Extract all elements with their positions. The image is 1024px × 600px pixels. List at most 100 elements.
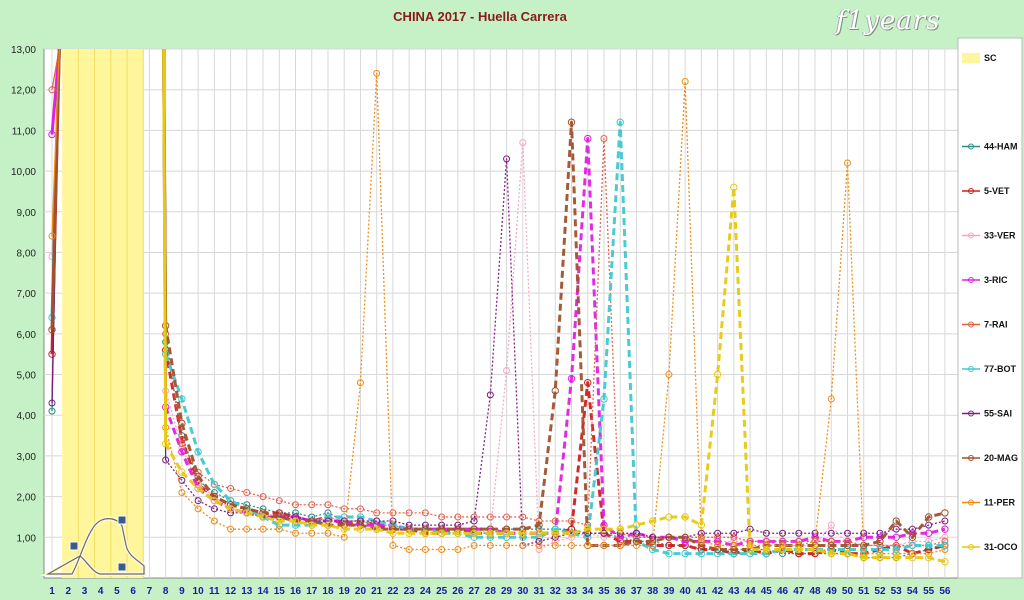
x-tick-label: 54 bbox=[907, 586, 919, 597]
series-layer bbox=[48, 48, 949, 566]
y-tick-label: 9,00 bbox=[17, 208, 37, 219]
legend-label: 5-VET bbox=[984, 186, 1010, 196]
x-tick-label: 36 bbox=[615, 586, 627, 597]
data-point bbox=[600, 395, 608, 403]
data-point bbox=[632, 521, 641, 529]
data-point bbox=[308, 501, 316, 509]
y-tick-label: 1,00 bbox=[17, 533, 37, 544]
data-point bbox=[535, 537, 543, 545]
data-point bbox=[486, 529, 495, 537]
data-point bbox=[551, 517, 559, 525]
legend-item-33-VER: 33-VER bbox=[962, 231, 1016, 241]
data-point bbox=[454, 546, 462, 554]
data-point bbox=[713, 537, 722, 546]
legend-marker bbox=[968, 277, 974, 283]
legend-item-77-BOT: 77-BOT bbox=[962, 364, 1017, 374]
data-point bbox=[567, 374, 576, 383]
x-tick-label: 24 bbox=[420, 586, 432, 597]
data-point bbox=[616, 525, 624, 533]
data-point bbox=[356, 505, 364, 513]
x-tick-label: 51 bbox=[858, 586, 870, 597]
legend-marker bbox=[968, 321, 974, 328]
x-tick-label: 13 bbox=[241, 586, 253, 597]
data-point bbox=[292, 529, 300, 537]
data-point bbox=[681, 549, 689, 558]
data-point bbox=[568, 533, 576, 541]
data-point bbox=[746, 549, 754, 558]
data-point bbox=[308, 529, 316, 537]
legend-marker bbox=[968, 499, 974, 506]
x-tick-label: 46 bbox=[777, 586, 789, 597]
data-point bbox=[779, 541, 787, 549]
x-tick-label: 4 bbox=[98, 586, 104, 597]
y-tick-label: 2,00 bbox=[17, 493, 37, 504]
x-tick-label: 44 bbox=[745, 586, 757, 597]
safety-car-band bbox=[62, 49, 144, 578]
data-point bbox=[454, 521, 462, 529]
data-point bbox=[178, 489, 186, 497]
data-point bbox=[421, 546, 429, 554]
data-point bbox=[340, 505, 348, 513]
circuit-map-icon bbox=[40, 515, 146, 576]
data-point bbox=[892, 553, 900, 562]
data-point bbox=[584, 378, 592, 387]
x-tick-label: 16 bbox=[290, 586, 302, 597]
x-tick-label: 40 bbox=[680, 586, 692, 597]
data-point bbox=[648, 517, 657, 525]
data-point bbox=[292, 501, 300, 509]
data-point bbox=[194, 505, 202, 513]
x-tick-label: 38 bbox=[647, 586, 659, 597]
camera-marker bbox=[117, 562, 127, 572]
data-point bbox=[892, 533, 900, 542]
legend-label: 55-SAI bbox=[984, 409, 1012, 419]
data-point bbox=[779, 537, 787, 545]
data-point bbox=[210, 517, 218, 525]
data-point bbox=[356, 513, 365, 521]
x-tick-label: 49 bbox=[826, 586, 838, 597]
data-point bbox=[324, 501, 332, 509]
legend-label: 3-RIC bbox=[984, 275, 1008, 285]
data-point bbox=[941, 517, 949, 525]
data-point bbox=[486, 513, 494, 521]
legend-item-44-HAM: 44-HAM bbox=[962, 142, 1018, 152]
data-point bbox=[648, 537, 657, 546]
data-point bbox=[713, 549, 722, 558]
data-point bbox=[924, 553, 933, 562]
data-point bbox=[503, 513, 511, 521]
x-tick-label: 10 bbox=[193, 586, 205, 597]
data-point bbox=[876, 550, 884, 558]
data-point bbox=[324, 513, 332, 521]
series-line bbox=[164, 185, 946, 564]
data-point bbox=[941, 533, 949, 541]
data-point bbox=[908, 550, 916, 558]
data-point bbox=[535, 529, 543, 537]
data-point bbox=[632, 537, 641, 546]
legend-item-31-OCO: 31-OCO bbox=[962, 542, 1018, 552]
x-tick-label: 30 bbox=[517, 586, 529, 597]
data-point bbox=[941, 537, 949, 545]
data-point bbox=[178, 395, 186, 403]
x-tick-label: 21 bbox=[371, 586, 383, 597]
data-point bbox=[876, 529, 884, 537]
data-point bbox=[584, 541, 592, 549]
x-tick-label: 55 bbox=[923, 586, 935, 597]
data-point bbox=[665, 371, 673, 379]
data-point bbox=[811, 549, 819, 558]
data-point bbox=[567, 118, 576, 126]
data-point bbox=[843, 541, 852, 550]
legend-item-20-MAG: 20-MAG bbox=[962, 453, 1018, 463]
data-point bbox=[502, 533, 511, 542]
data-point bbox=[243, 525, 251, 533]
data-point bbox=[600, 135, 608, 143]
data-point bbox=[908, 525, 916, 533]
data-point bbox=[795, 545, 803, 554]
x-tick-label: 1 bbox=[49, 586, 55, 597]
data-point bbox=[438, 513, 446, 521]
data-point bbox=[535, 546, 543, 554]
legend-marker bbox=[968, 143, 974, 150]
data-point bbox=[389, 541, 397, 549]
x-tick-label: 25 bbox=[436, 586, 448, 597]
x-tick-label: 45 bbox=[761, 586, 773, 597]
data-point bbox=[470, 517, 478, 525]
chart-title: CHINA 2017 - Huella Carrera bbox=[393, 9, 567, 24]
